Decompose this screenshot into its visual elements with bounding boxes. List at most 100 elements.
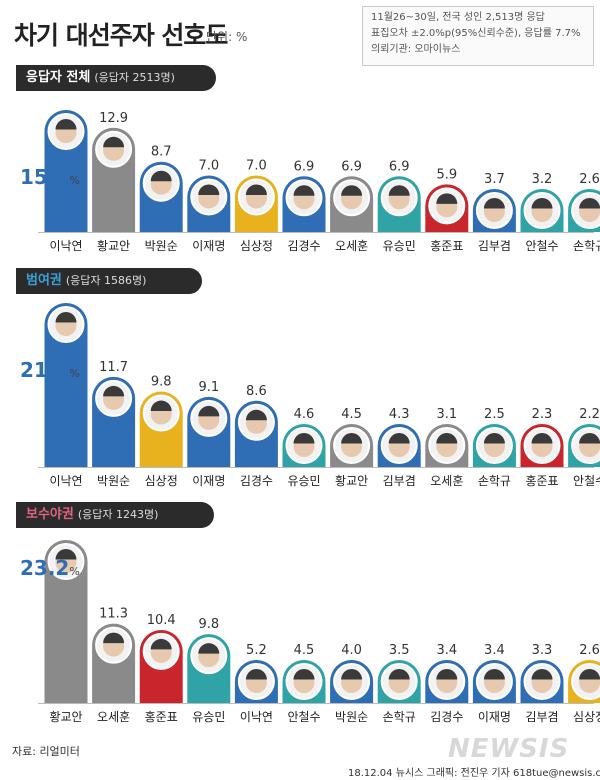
value-label: 11.3 <box>99 607 128 622</box>
value-label: 4.5 <box>294 643 315 658</box>
category-label: 박원순 <box>97 474 130 488</box>
hair-icon <box>55 549 77 560</box>
hair-icon <box>388 669 410 680</box>
credit-label: 18.12.04 뉴시스 그래픽: 전진우 기자 618tue@newsis.c… <box>348 768 600 779</box>
value-label: 5.2 <box>246 643 267 658</box>
section-title: 범여권 <box>26 273 62 288</box>
category-label: 김경수 <box>240 474 273 488</box>
hair-icon <box>436 193 458 204</box>
hair-icon <box>245 669 267 680</box>
category-label: 박원순 <box>335 710 368 724</box>
value-label: 12.9 <box>99 111 128 126</box>
value-unit: % <box>69 367 79 380</box>
value-label: 2.6 <box>579 643 600 658</box>
hair-icon <box>483 433 505 444</box>
category-label: 김부겸 <box>383 474 416 488</box>
category-label: 안철수 <box>573 474 600 488</box>
value-label: 5.9 <box>436 167 457 182</box>
hair-icon <box>531 198 553 209</box>
value-unit: % <box>69 565 79 578</box>
value-label: 8.7 <box>151 145 172 160</box>
source-label: 자료: 리얼미터 <box>12 745 80 758</box>
chart-1: 21.3%이낙연11.7박원순9.8심상정9.1이재명8.6김경수4.6유승민4… <box>20 303 600 488</box>
bar <box>44 303 88 467</box>
section-title: 보수야권 <box>26 507 74 522</box>
value-label: 3.2 <box>532 172 553 187</box>
hair-icon <box>103 632 125 644</box>
category-label: 김경수 <box>430 710 463 724</box>
hair-icon <box>579 198 600 209</box>
hair-icon <box>245 184 267 195</box>
category-label: 이재명 <box>478 710 511 724</box>
value-label: 4.5 <box>341 407 362 422</box>
hair-icon <box>293 433 315 444</box>
chart-2: 23.2%황교안11.3오세훈10.4홍준표9.8유승민5.2이낙연4.5안철수… <box>20 540 600 724</box>
section-header-ruling: 범여권 (응답자 1586명) <box>16 268 202 294</box>
hair-icon <box>436 669 458 680</box>
hair-icon <box>55 119 77 130</box>
hair-icon <box>483 198 505 209</box>
hair-icon <box>341 433 363 444</box>
hair-icon <box>579 433 600 444</box>
hair-icon <box>341 669 363 680</box>
hair-icon <box>531 669 553 680</box>
category-label: 안철수 <box>287 710 320 724</box>
hair-icon <box>531 433 553 444</box>
value-label: 3.1 <box>436 407 457 422</box>
survey-info-box: 11월26~30일, 전국 성인 2,513명 응답 표집오차 ±2.0%p(9… <box>362 6 594 66</box>
value-label: 2.2 <box>579 407 600 422</box>
category-label: 손학규 <box>478 474 511 488</box>
hair-icon <box>388 185 410 196</box>
hair-icon <box>198 184 220 195</box>
category-label: 안철수 <box>525 239 558 253</box>
value-label: 6.9 <box>294 159 315 174</box>
hair-icon <box>483 669 505 680</box>
category-label: 오세훈 <box>335 239 368 253</box>
value-label: 4.3 <box>389 407 410 422</box>
hair-icon <box>245 409 267 421</box>
survey-info-line: 11월26~30일, 전국 성인 2,513명 응답 <box>371 12 545 23</box>
value-label: 6.9 <box>389 159 410 174</box>
category-label: 김경수 <box>287 239 320 253</box>
category-label: 유승민 <box>383 239 416 253</box>
value-label: 2.6 <box>579 172 600 187</box>
hair-icon <box>579 669 600 680</box>
category-label: 심상정 <box>145 474 178 488</box>
unit-label: 단위: % <box>206 30 248 44</box>
category-label: 심상정 <box>240 239 273 253</box>
section-header-all: 응답자 전체 (응답자 2513명) <box>16 65 216 91</box>
category-label: 김부겸 <box>525 710 558 724</box>
hair-icon <box>198 405 220 417</box>
hair-icon <box>198 643 220 654</box>
value-label: 10.4 <box>147 613 176 628</box>
value-label: 11.7 <box>99 360 128 375</box>
category-label: 김부겸 <box>478 239 511 253</box>
category-label: 이재명 <box>192 239 225 253</box>
category-label: 이낙연 <box>49 474 82 488</box>
value-label: 7.0 <box>246 158 267 173</box>
category-label: 황교안 <box>335 474 368 488</box>
value-label: 4.0 <box>341 643 362 658</box>
hair-icon <box>341 185 363 196</box>
hair-icon <box>388 433 410 444</box>
newsis-logo: NEWSIS <box>448 734 570 764</box>
value-label: 3.5 <box>389 643 410 658</box>
hair-icon <box>150 638 172 650</box>
survey-info-line: 표집오차 ±2.0%p(95%신뢰수준), 응답률 7.7% <box>371 28 581 39</box>
category-label: 손학규 <box>573 239 600 253</box>
chart-0: 15.1%이낙연12.9황교안8.7박원순7.0이재명7.0심상정6.9김경수6… <box>20 110 600 253</box>
hair-icon <box>103 136 125 148</box>
value-label: 7.0 <box>198 158 219 173</box>
category-label: 황교안 <box>49 710 82 724</box>
value-label: 2.5 <box>484 407 505 422</box>
hair-icon <box>150 170 172 182</box>
value-label: 3.4 <box>484 643 505 658</box>
value-label: 9.8 <box>198 617 219 632</box>
category-label: 오세훈 <box>97 710 130 724</box>
hair-icon <box>55 312 77 323</box>
hair-icon <box>103 385 125 397</box>
category-label: 심상정 <box>573 710 600 724</box>
section-title: 응답자 전체 <box>26 70 91 85</box>
value-unit: % <box>69 174 79 187</box>
